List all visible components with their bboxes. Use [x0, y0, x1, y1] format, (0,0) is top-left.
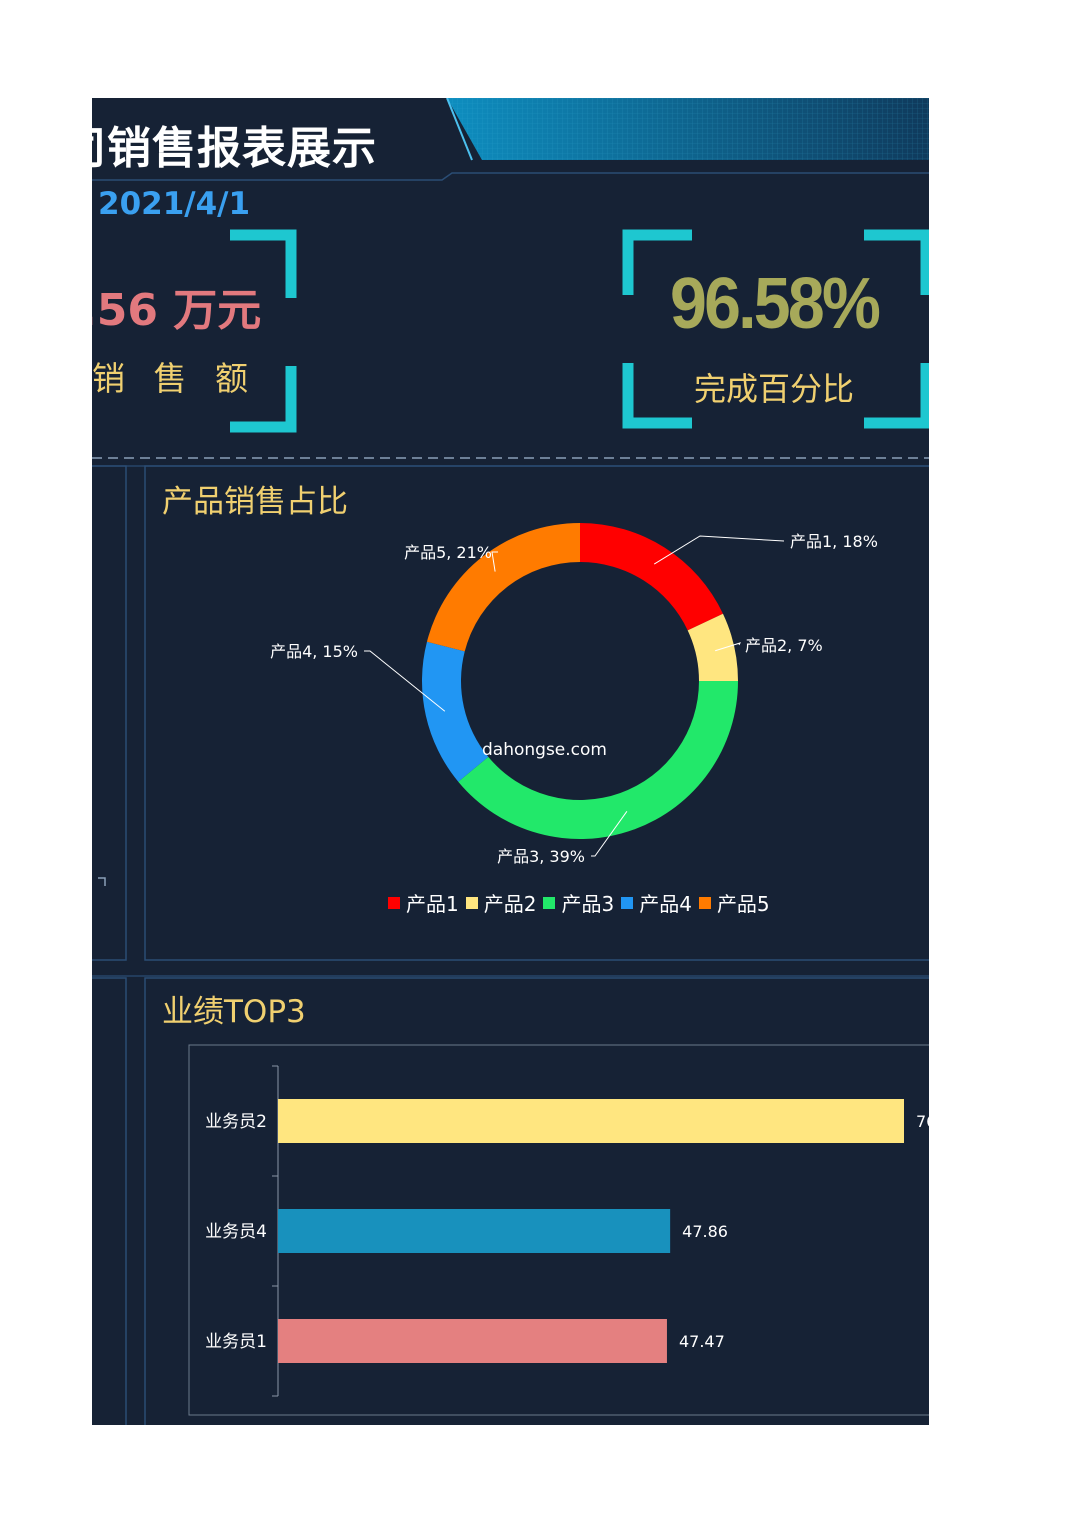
pct-bracket-top-right [864, 229, 929, 295]
donut-slice-5 [426, 523, 580, 652]
bar-3 [278, 1319, 667, 1363]
legend-swatch [388, 896, 400, 909]
donut-slice-2 [687, 613, 738, 681]
panel-frames [92, 457, 929, 1425]
pct-bracket-bottom-left [622, 363, 692, 429]
donut-leader-1 [653, 535, 785, 565]
kpi-brackets [230, 229, 929, 433]
donut-data-label-3: 产品3, 39% [497, 847, 585, 866]
sales-bracket-top [230, 229, 297, 298]
donut-legend: 产品1 产品2 产品3 产品4 产品5 [388, 888, 777, 917]
donut-slice-1 [580, 523, 723, 631]
legend-item-product1: 产品1 [388, 888, 459, 917]
legend-item-product5: 产品5 [698, 888, 770, 917]
donut-leader-3 [591, 811, 628, 857]
legend-label: 产品1 [406, 892, 459, 916]
donut-slice-3 [458, 681, 738, 839]
legend-label: 产品2 [483, 892, 537, 916]
sales-value: .56 万元 [92, 285, 262, 336]
page-title: 司销售报表展示 [92, 123, 377, 174]
dashboard: 司销售报表展示 2021/4/1 .56 万元 销 售 额 96.58% 完成百… [92, 98, 929, 1425]
legend-item-product2: 产品2 [465, 888, 537, 917]
legend-item-product3: 产品3 [543, 888, 614, 917]
bar-plot-frame [188, 1044, 929, 1416]
bar-value-label: 47.86 [682, 1222, 728, 1241]
pct-bracket-top-left [622, 229, 692, 295]
legend-swatch [621, 896, 634, 909]
bar-value-label: 47.47 [679, 1332, 725, 1351]
sales-bracket-bottom [230, 366, 297, 433]
donut-slice-4 [422, 641, 489, 782]
legend-swatch [465, 896, 478, 909]
bar-category-label: 业务员4 [205, 1222, 267, 1242]
legend-label: 产品5 [716, 892, 770, 916]
watermark: dahongse.com [482, 740, 607, 760]
bar-chart: 业务员2 76.4 业务员4 47.86 业务员1 47.47 [188, 1044, 929, 1416]
legend-swatch [698, 896, 711, 909]
donut-leader-5 [491, 551, 498, 572]
bar-2 [278, 1209, 671, 1253]
donut-chart: 产品1, 18% 产品2, 7% 产品3, 39% 产品4, 15% 产品5, 21% [270, 523, 878, 866]
donut-data-label-4: 产品4, 15% [270, 642, 358, 661]
bar-category-label: 业务员1 [205, 1332, 267, 1352]
legend-swatch [543, 896, 556, 909]
pct-bracket-bottom-right [864, 363, 929, 429]
bar-chart-title: 业绩TOP3 [162, 994, 306, 1030]
report-date: 2021/4/1 [98, 186, 251, 222]
donut-data-label-1: 产品1, 18% [790, 532, 878, 551]
legend-label: 产品4 [639, 892, 692, 916]
sales-label: 销 售 额 [92, 359, 257, 398]
header-decoration [92, 98, 929, 181]
donut-leader-2 [715, 642, 741, 652]
donut-data-label-5: 产品5, 21% [404, 543, 492, 562]
pie-chart-title: 产品销售占比 [162, 484, 348, 520]
bar-1 [278, 1099, 904, 1143]
bar-value-label: 76.4 [916, 1112, 929, 1131]
donut-leader-4 [364, 650, 446, 712]
legend-label: 产品3 [561, 892, 615, 916]
legend-item-product4: 产品4 [621, 888, 692, 917]
donut-data-label-2: 产品2, 7% [745, 636, 823, 655]
bar-category-label: 业务员2 [205, 1112, 267, 1132]
completion-label: 完成百分比 [694, 370, 855, 408]
completion-value: 96.58% [670, 264, 881, 344]
